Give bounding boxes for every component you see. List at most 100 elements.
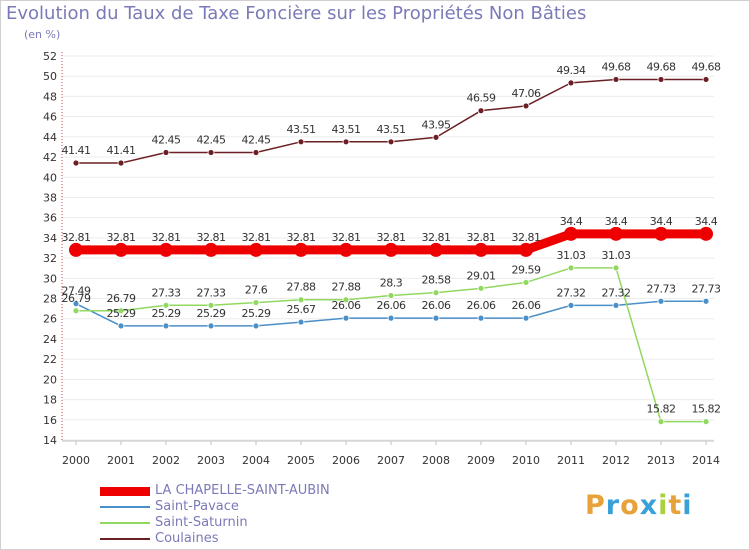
- data-label: 27.33: [152, 286, 181, 299]
- x-tick-label: 2011: [557, 454, 585, 467]
- data-label: 34.4: [695, 215, 718, 228]
- data-point: [387, 314, 395, 322]
- data-label: 26.79: [107, 292, 136, 305]
- data-label: 32.81: [287, 231, 316, 244]
- data-point: [474, 242, 488, 257]
- logo-letter: o: [620, 490, 640, 521]
- x-tick-label: 2002: [152, 454, 180, 467]
- data-point: [114, 242, 128, 257]
- data-label: 29.01: [467, 269, 496, 282]
- data-point: [252, 299, 260, 306]
- unit-label: (en %): [24, 28, 61, 41]
- data-point: [477, 284, 485, 292]
- data-label: 46.59: [467, 92, 496, 105]
- data-label: 41.41: [62, 144, 91, 157]
- y-tick-label: 22: [43, 353, 57, 366]
- chart-title: Evolution du Taux de Taxe Foncière sur l…: [6, 3, 587, 24]
- legend-swatch: [100, 506, 150, 508]
- series-line-coulaines: [76, 78, 706, 164]
- data-point: [654, 226, 668, 241]
- logo-letter: i: [658, 490, 669, 521]
- data-point: [519, 242, 533, 257]
- data-label: 26.06: [422, 299, 451, 312]
- x-tick-label: 2001: [107, 454, 135, 467]
- data-point: [429, 242, 443, 257]
- y-tick-label: 14: [43, 434, 57, 447]
- logo-letter: P: [585, 490, 606, 521]
- data-point: [612, 76, 620, 83]
- data-point: [117, 307, 125, 315]
- data-label: 43.51: [332, 123, 361, 136]
- data-point: [657, 76, 665, 83]
- data-point: [207, 301, 215, 309]
- data-point: [117, 322, 125, 330]
- y-tick-label: 20: [43, 373, 57, 386]
- data-label: 26.06: [332, 299, 361, 312]
- data-label: 26.06: [467, 299, 496, 312]
- data-label: 41.41: [107, 144, 136, 157]
- data-point: [702, 297, 710, 305]
- data-label: 27.32: [557, 286, 586, 299]
- data-point: [69, 242, 83, 257]
- data-point: [207, 149, 215, 156]
- data-label: 27.32: [602, 286, 631, 299]
- legend-label: Saint-Saturnin: [155, 515, 248, 530]
- data-label: 25.29: [242, 307, 271, 320]
- data-point: [252, 322, 260, 330]
- logo-letter: t: [668, 490, 683, 521]
- data-label: 26.79: [62, 292, 91, 305]
- legend-label: Saint-Pavace: [155, 499, 239, 514]
- data-point: [657, 418, 665, 426]
- legend-swatch: [100, 538, 150, 540]
- data-point: [567, 301, 575, 309]
- data-label: 43.51: [287, 123, 316, 136]
- data-label: 34.4: [605, 215, 628, 228]
- x-tick-label: 2013: [647, 454, 675, 467]
- data-point: [432, 314, 440, 322]
- data-label: 32.81: [332, 231, 361, 244]
- data-point: [699, 226, 713, 241]
- x-tick-label: 2006: [332, 454, 360, 467]
- data-point: [387, 138, 395, 146]
- data-point: [72, 300, 80, 308]
- data-point: [72, 307, 80, 315]
- data-point: [432, 133, 440, 141]
- data-label: 27.88: [287, 281, 316, 294]
- data-point: [522, 279, 530, 286]
- x-tick-label: 2007: [377, 454, 405, 467]
- data-point: [567, 264, 575, 272]
- data-label: 27.73: [692, 282, 721, 295]
- data-point: [117, 159, 125, 167]
- data-point: [342, 296, 350, 304]
- data-label: 25.29: [152, 307, 181, 320]
- data-label: 28.58: [422, 274, 451, 287]
- legend-swatch: [100, 486, 150, 496]
- data-label: 29.59: [512, 263, 541, 276]
- y-tick-label: 48: [43, 90, 57, 103]
- data-label: 32.81: [242, 231, 271, 244]
- data-label: 49.34: [557, 64, 586, 77]
- proxiti-logo[interactable]: Proxiti: [585, 490, 693, 521]
- data-label: 25.29: [107, 307, 136, 320]
- data-point: [207, 322, 215, 330]
- legend-label: Coulaines: [155, 531, 219, 546]
- data-label: 25.29: [197, 307, 226, 320]
- data-point: [612, 264, 620, 272]
- data-point: [162, 149, 170, 156]
- data-label: 27.33: [197, 286, 226, 299]
- data-label: 27.73: [647, 282, 676, 295]
- data-label: 32.81: [512, 231, 541, 244]
- logo-letter: i: [682, 490, 693, 521]
- data-label: 42.45: [197, 134, 226, 147]
- data-point: [297, 138, 305, 146]
- x-tick-label: 2012: [602, 454, 630, 467]
- data-label: 26.06: [512, 299, 541, 312]
- data-label: 28.3: [380, 276, 403, 289]
- y-tick-label: 18: [43, 394, 57, 407]
- y-tick-label: 34: [43, 232, 57, 245]
- data-label: 25.67: [287, 303, 316, 316]
- data-point: [522, 102, 530, 110]
- data-label: 32.81: [377, 231, 406, 244]
- data-point: [477, 107, 485, 115]
- data-point: [249, 242, 263, 257]
